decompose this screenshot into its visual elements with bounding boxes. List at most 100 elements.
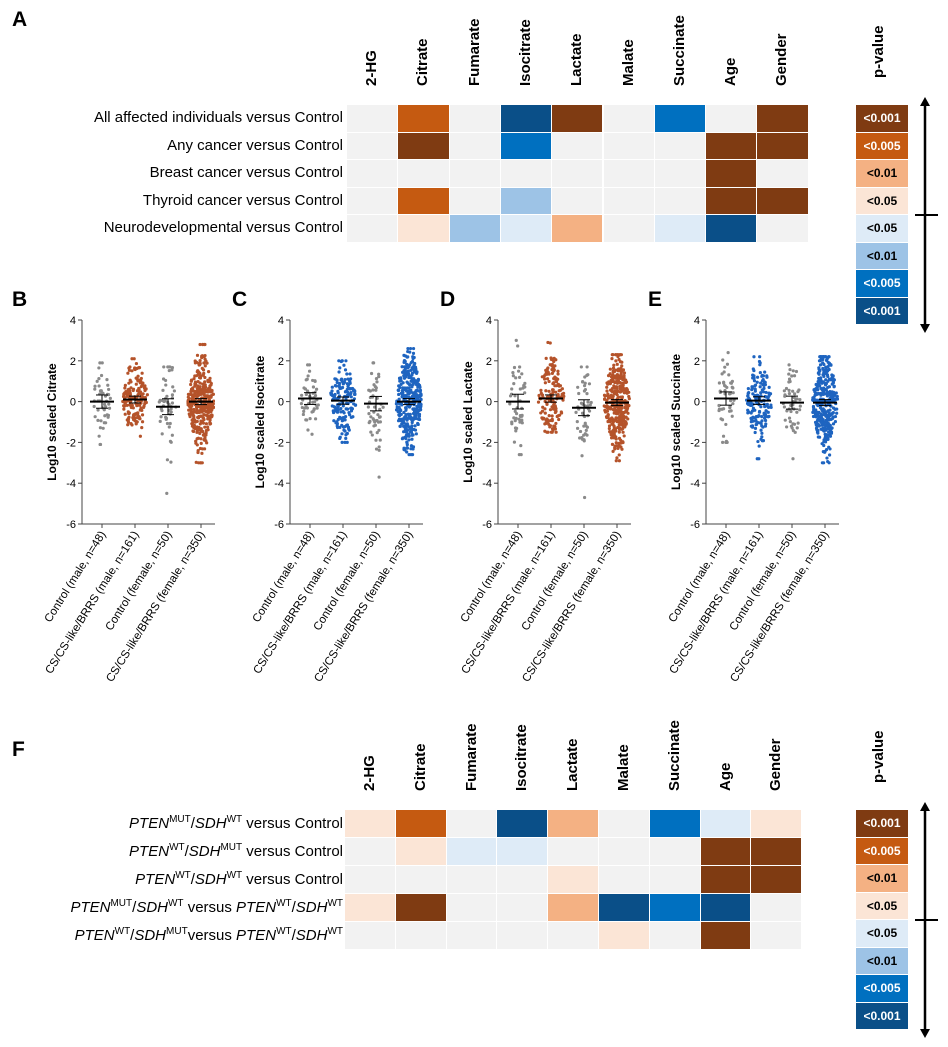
data-point bbox=[353, 389, 357, 393]
heatmap-cell bbox=[603, 105, 655, 133]
heatmap-cell bbox=[497, 894, 549, 922]
data-point bbox=[622, 434, 626, 438]
data-point bbox=[165, 421, 170, 426]
data-point bbox=[603, 408, 607, 412]
data-point bbox=[611, 435, 615, 440]
data-point bbox=[410, 385, 414, 389]
heatmap-cell bbox=[603, 187, 655, 216]
data-point bbox=[813, 409, 817, 413]
y-tick-label: -2 bbox=[274, 437, 284, 449]
data-point bbox=[202, 413, 206, 417]
data-point bbox=[514, 376, 518, 380]
heatmap-cell bbox=[603, 215, 655, 243]
data-point bbox=[828, 447, 832, 451]
column-header-label: Citrate bbox=[414, 38, 432, 86]
heatmap-cell bbox=[449, 187, 501, 216]
data-point bbox=[523, 385, 527, 389]
data-point bbox=[752, 379, 757, 383]
data-point bbox=[373, 420, 377, 424]
data-point bbox=[402, 396, 406, 400]
y-tick-label: -4 bbox=[66, 478, 76, 490]
data-point bbox=[169, 460, 173, 464]
data-point bbox=[202, 392, 206, 396]
data-point bbox=[621, 413, 625, 417]
data-point bbox=[512, 440, 517, 444]
y-tick-label: -6 bbox=[690, 519, 700, 531]
data-point bbox=[374, 376, 379, 381]
heatmap-cell bbox=[599, 894, 650, 922]
data-point bbox=[198, 381, 202, 385]
data-point bbox=[827, 417, 831, 422]
data-point bbox=[195, 353, 200, 357]
data-point bbox=[607, 424, 612, 428]
row-label-segment: / bbox=[132, 899, 137, 916]
data-point bbox=[106, 383, 110, 387]
data-point bbox=[191, 429, 195, 433]
data-point bbox=[766, 395, 770, 399]
row-label-segment: WT bbox=[114, 926, 131, 937]
data-point bbox=[764, 409, 768, 413]
data-point bbox=[824, 447, 829, 452]
data-point bbox=[367, 412, 371, 416]
y-tick-label: 2 bbox=[70, 356, 76, 368]
data-point bbox=[820, 356, 825, 360]
heatmap-cell bbox=[500, 132, 553, 161]
data-point bbox=[753, 430, 757, 435]
data-point bbox=[417, 404, 421, 409]
data-point bbox=[400, 388, 404, 393]
heatmap-cell bbox=[700, 922, 752, 950]
row-label-segment: PTEN bbox=[236, 927, 277, 944]
data-point bbox=[757, 444, 761, 448]
data-point bbox=[209, 395, 213, 399]
data-point bbox=[191, 411, 195, 415]
data-point bbox=[617, 353, 621, 357]
data-point bbox=[203, 380, 207, 384]
data-point bbox=[406, 346, 410, 351]
data-point bbox=[818, 380, 822, 384]
legend-title: p-value bbox=[870, 730, 890, 800]
data-point bbox=[749, 403, 753, 408]
data-point bbox=[609, 380, 613, 384]
row-label-segment: MUT bbox=[169, 814, 191, 825]
data-point bbox=[160, 432, 164, 436]
data-point bbox=[167, 425, 171, 429]
data-point bbox=[586, 400, 590, 404]
data-point bbox=[609, 388, 613, 392]
data-point bbox=[557, 389, 561, 393]
heatmap-cell bbox=[398, 132, 450, 161]
data-point bbox=[193, 390, 197, 394]
data-point bbox=[377, 448, 381, 452]
data-point bbox=[760, 431, 764, 435]
data-point bbox=[410, 377, 414, 381]
data-point bbox=[548, 341, 552, 345]
data-point bbox=[547, 389, 551, 393]
data-point bbox=[404, 406, 408, 410]
data-point bbox=[725, 385, 729, 390]
row-label-segment: SDH bbox=[194, 815, 227, 832]
heatmap-cell bbox=[706, 187, 758, 216]
heatmap-cell bbox=[552, 160, 604, 188]
data-point bbox=[759, 381, 763, 385]
data-point bbox=[101, 426, 105, 430]
data-point bbox=[198, 376, 203, 380]
data-point bbox=[340, 377, 344, 381]
data-point bbox=[618, 387, 622, 391]
column-header-label: Lactate bbox=[564, 738, 582, 791]
data-point bbox=[548, 424, 553, 428]
data-point bbox=[403, 429, 407, 434]
data-point bbox=[510, 422, 514, 426]
data-point bbox=[342, 363, 346, 367]
data-point bbox=[145, 393, 149, 397]
x-category-label: Control (male, n=48) bbox=[667, 529, 733, 625]
data-point bbox=[367, 421, 371, 425]
data-point bbox=[416, 417, 421, 421]
data-point bbox=[412, 363, 416, 367]
data-point bbox=[139, 376, 143, 381]
heatmap-cell bbox=[446, 894, 498, 922]
data-point bbox=[201, 433, 205, 437]
data-point bbox=[410, 453, 415, 457]
data-point bbox=[338, 436, 342, 441]
data-point bbox=[513, 426, 518, 430]
data-point bbox=[580, 454, 584, 458]
data-point bbox=[606, 420, 610, 424]
